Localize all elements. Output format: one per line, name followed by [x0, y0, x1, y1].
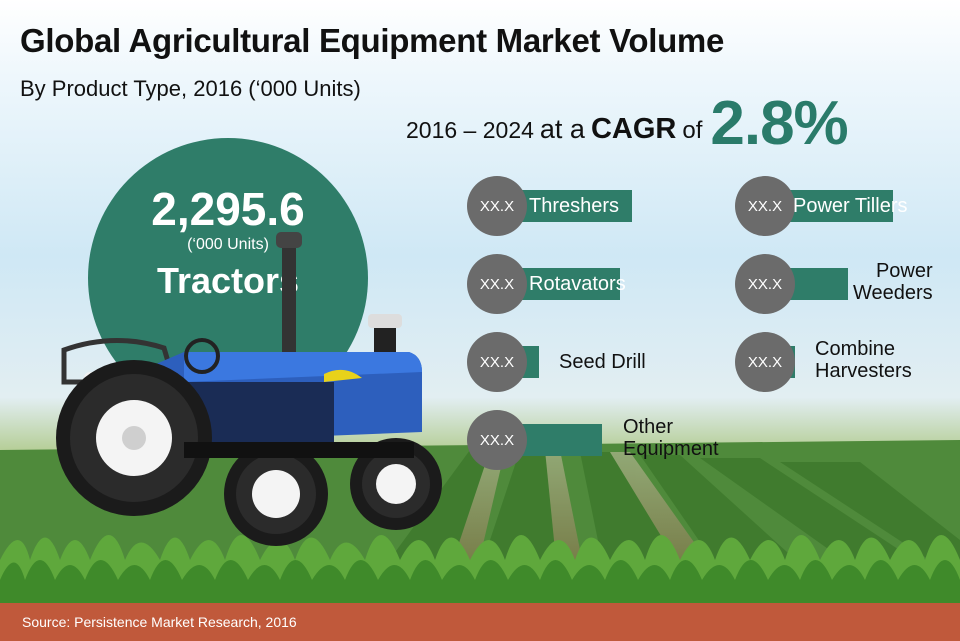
value-bubble: XX.X [467, 410, 527, 470]
tractors-label: Tractors [156, 260, 300, 301]
value-bubble: XX.X [735, 176, 795, 236]
cagr-period: 2016 – 2024 [406, 117, 534, 143]
tractors-value: 2,295.6 [151, 183, 305, 235]
product-item-5: XX.X Seed Drill [467, 332, 697, 392]
product-item-1: XX.X Threshers [467, 176, 697, 236]
product-label: Combine Harvesters [815, 338, 912, 382]
tractor-illustration [56, 232, 442, 546]
value-bubble: XX.X [467, 332, 527, 392]
cagr-at-a: at a [539, 114, 585, 144]
product-item-7: XX.X Other Equipment [467, 410, 719, 470]
product-label: Seed Drill [559, 351, 646, 373]
source-note: Source: Persistence Market Research, 201… [0, 603, 960, 641]
cagr-word: CAGR [590, 113, 677, 145]
product-label: Threshers [529, 195, 620, 217]
value-bubble: XX.X [467, 254, 527, 314]
value-bubble: XX.X [735, 332, 795, 392]
product-item-4: XX.X Power Weeders [735, 254, 960, 314]
cagr-of: of [682, 117, 703, 144]
product-label: Power Weeders [853, 260, 933, 304]
value-bubble: XX.X [467, 176, 527, 236]
product-label: Other Equipment [623, 416, 719, 460]
product-label: Rotavators [529, 273, 626, 295]
chart-subtitle: By Product Type, 2016 (‘000 Units) [20, 76, 361, 101]
value-bubble: XX.X [735, 254, 795, 314]
chart-title: Global Agricultural Equipment Market Vol… [20, 22, 725, 59]
product-item-6: XX.X Combine Harvesters [735, 332, 960, 392]
tractors-unit: (‘000 Units) [187, 236, 269, 253]
cagr-value: 2.8% [710, 89, 848, 158]
product-item-2: XX.X Power Tillers [735, 176, 960, 236]
product-label: Power Tillers [793, 195, 908, 217]
cagr-statement: 2016 – 2024 at a CAGR of 2.8% [406, 88, 926, 159]
product-item-3: XX.X Rotavators [467, 254, 697, 314]
